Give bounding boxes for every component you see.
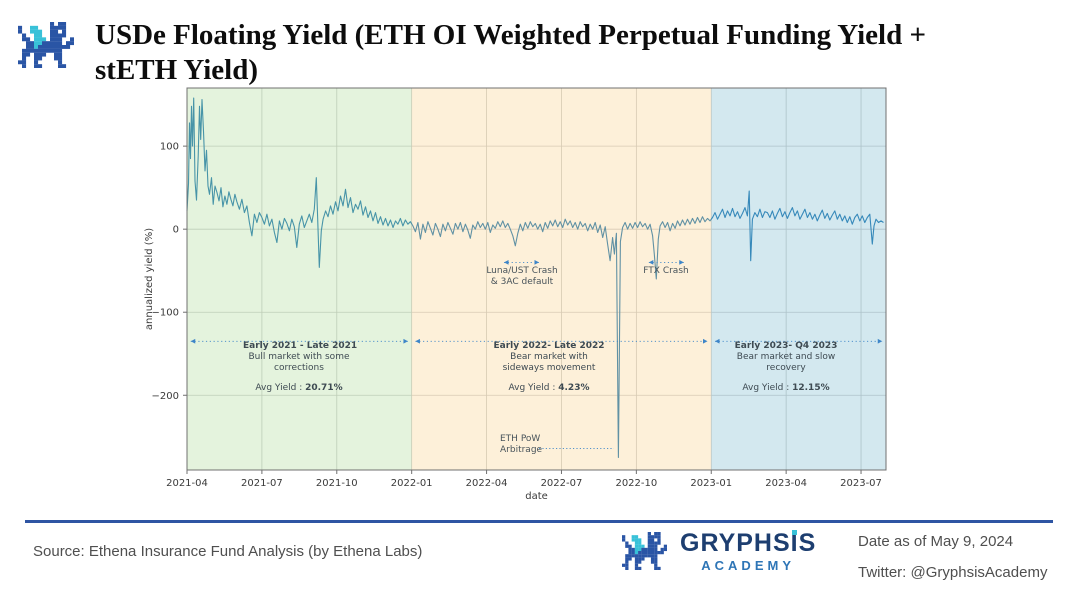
region-avg-yield: Avg Yield : 20.71% [255,383,343,393]
region-annotation-2023: Early 2023- Q4 2023 Bear market and slow… [730,341,842,394]
twitter-handle: Twitter: @GryphsisAcademy [858,564,1048,581]
event-annotation-ftx-crash: FTX Crash [643,266,689,276]
page-title-line2: stETH Yield) [95,54,258,86]
svg-text:2022-07: 2022-07 [541,478,583,489]
svg-text:2021-04: 2021-04 [166,478,208,489]
event-annotation-eth-pow: ETH PoW Arbitrage [500,434,543,455]
svg-text:date: date [525,491,548,502]
date-note: Date as of May 9, 2024 [858,533,1014,550]
brand-subtitle: ACADEMY [701,558,795,573]
region-avg-yield: Avg Yield : 12.15% [742,383,830,393]
gryphsis-logo-icon [18,22,74,68]
svg-text:2023-01: 2023-01 [690,478,732,489]
svg-text:2023-07: 2023-07 [840,478,882,489]
svg-text:2022-10: 2022-10 [615,478,657,489]
region-desc: Bear market with sideways movement [502,352,596,373]
svg-text:2021-07: 2021-07 [241,478,283,489]
brand-block: GRYPHSIS ACADEMY [622,530,816,573]
region-period: Early 2021 - Late 2021 [243,341,358,351]
region-annotation-2021: Early 2021 - Late 2021 Bull market with … [243,341,358,394]
svg-text:−100: −100 [152,308,179,319]
svg-text:annualized yield (%): annualized yield (%) [144,228,155,330]
region-period: Early 2022- Late 2022 [493,341,605,351]
svg-text:2021-10: 2021-10 [316,478,358,489]
footer-divider [25,520,1053,523]
yield-chart: 2021-04 2021-07 2021-10 2022-01 2022-04 2022-… [140,82,940,512]
source-text: Source: Ethena Insurance Fund Analysis (… [33,543,423,560]
region-period: Early 2023- Q4 2023 [734,341,838,351]
region-annotation-2022: Early 2022- Late 2022 Bear market with s… [493,341,605,394]
yield-chart-canvas: 2021-04 2021-07 2021-10 2022-01 2022-04 2022-… [144,87,887,502]
page-title: USDe Floating Yield (ETH OI Weighted Per… [95,18,1030,87]
svg-text:2022-04: 2022-04 [466,478,508,489]
brand-i-dot [792,530,797,535]
svg-text:2023-04: 2023-04 [765,478,807,489]
brand-name: GRYPHSIS [680,529,817,557]
region-avg-yield: Avg Yield : 4.23% [508,383,590,393]
page-title-line1: USDe Floating Yield (ETH OI Weighted Per… [95,19,927,51]
svg-text:−200: −200 [152,391,179,402]
svg-text:100: 100 [160,142,179,153]
svg-text:2022-01: 2022-01 [391,478,433,489]
brand-text: GRYPHSIS ACADEMY [680,530,816,573]
event-annotation-luna-crash: Luna/UST Crash & 3AC default [486,266,558,287]
svg-text:0: 0 [173,225,179,236]
region-desc: Bear market and slow recovery [736,352,836,373]
gryphsis-logo-icon [622,532,667,570]
region-desc: Bull market with some corrections [248,352,350,373]
